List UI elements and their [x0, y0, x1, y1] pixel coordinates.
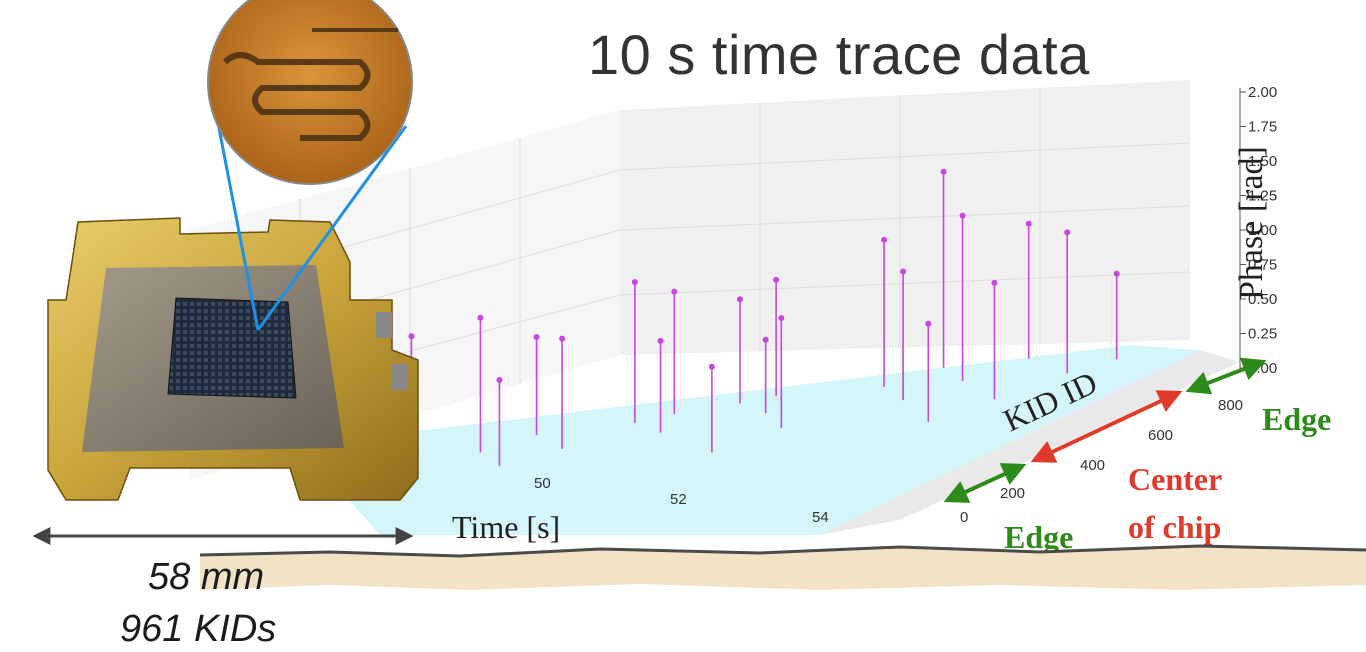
stem-point	[1064, 229, 1071, 236]
stem-point	[408, 333, 415, 340]
z-tick-label: 0.25	[1248, 326, 1277, 343]
kid-count-caption: 961 KIDs	[120, 608, 277, 650]
z-tick-label: 0.50	[1248, 291, 1277, 308]
stem-point	[533, 334, 540, 341]
stem-point	[477, 314, 484, 321]
edge-far-arrow	[1185, 357, 1267, 395]
magnifier-lens	[207, 0, 413, 185]
z-axis-label: Phase [rad]	[1233, 146, 1270, 300]
y-tick-label: 400	[1080, 457, 1105, 474]
stem-point	[959, 212, 966, 219]
detector-photo	[47, 217, 419, 501]
stem-point	[900, 268, 907, 275]
stem-point	[671, 288, 678, 295]
center-arrow	[1030, 390, 1183, 463]
stem-point	[1025, 220, 1032, 227]
stem-point	[736, 296, 743, 303]
stem-point	[940, 168, 947, 175]
stem-point	[559, 335, 566, 342]
y-tick-label: 0	[960, 509, 968, 526]
x-axis-label: Time [s]	[452, 509, 560, 545]
z-tick-label: 1.75	[1248, 119, 1277, 136]
size-caption: 58 mm	[148, 556, 265, 598]
stem-point	[991, 279, 998, 286]
y-tick-label: 600	[1148, 427, 1173, 444]
z-tick-label: 2.00	[1248, 84, 1277, 101]
center-label-line1: Center	[1128, 461, 1222, 497]
stem-point	[708, 363, 715, 370]
stem-point	[762, 336, 769, 343]
edge-far-label: Edge	[1262, 401, 1331, 437]
edge-near-label: Edge	[1004, 519, 1073, 555]
stem-point	[631, 279, 638, 286]
axes-floor	[300, 345, 1200, 535]
z-tick-label: 1.25	[1248, 188, 1277, 205]
lens-line-right	[256, 125, 408, 331]
edge-near-arrow	[943, 463, 1027, 503]
z-tick-label: 1.50	[1248, 153, 1277, 170]
z-tick-label: 0.00	[1248, 360, 1277, 377]
stem-point	[925, 320, 932, 327]
stem-point	[778, 314, 785, 321]
stem-point	[496, 376, 503, 383]
stem-point	[881, 236, 888, 243]
x-tick-label: 54	[812, 509, 829, 526]
figure-title: 10 s time trace data	[588, 23, 1090, 86]
stem-point	[657, 337, 664, 344]
x-tick-label: 52	[670, 491, 687, 508]
torn-edge	[200, 546, 1366, 590]
center-label-line2: of chip	[1128, 509, 1221, 545]
stem-point	[1113, 270, 1120, 277]
z-tick-label: 0.75	[1248, 257, 1277, 274]
z-tick-label: 1.00	[1248, 222, 1277, 239]
stem-point	[773, 276, 780, 283]
x-tick-label: 50	[534, 475, 551, 492]
lens-line-left	[210, 91, 260, 331]
y-tick-label: 200	[1000, 485, 1025, 502]
y-tick-label: 800	[1218, 397, 1243, 414]
